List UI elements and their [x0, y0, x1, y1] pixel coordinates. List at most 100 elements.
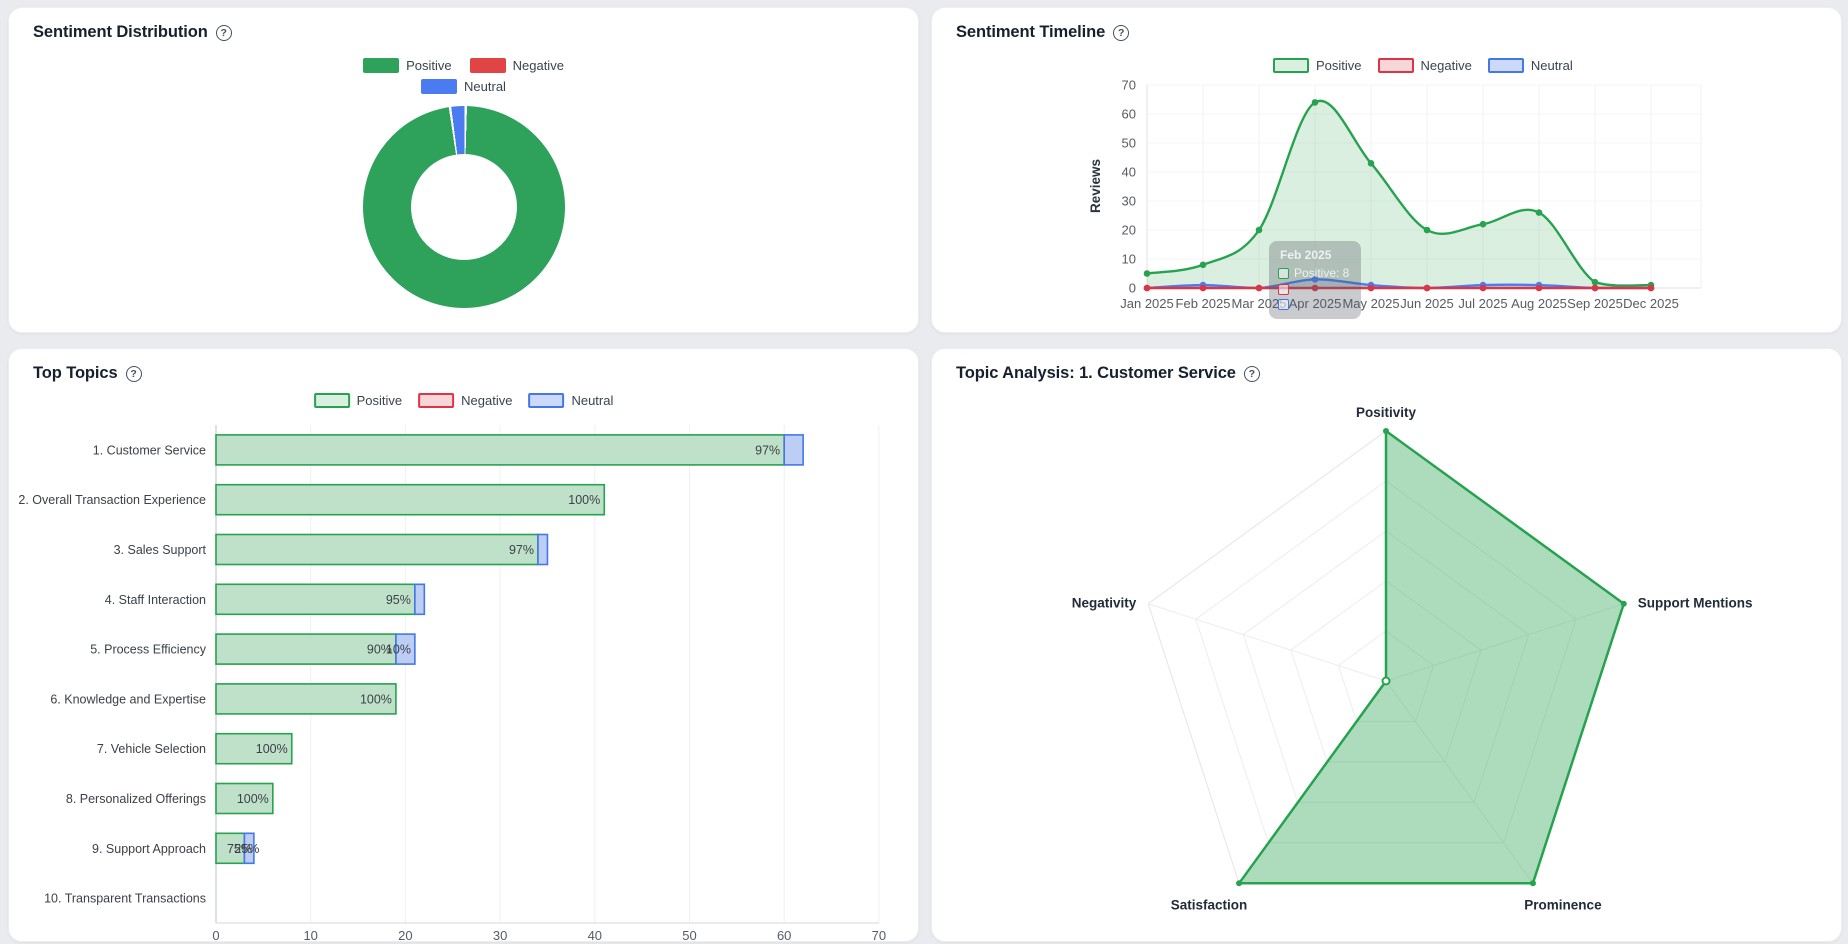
positive-swatch [363, 58, 400, 73]
x-tick-label: 40 [588, 928, 602, 941]
negative-point[interactable] [1311, 284, 1319, 292]
legend-item-neutral[interactable]: Neutral [1487, 58, 1573, 73]
legend-label: Negative [1420, 58, 1472, 73]
positive-bar[interactable] [215, 533, 539, 566]
help-icon[interactable]: ? [1113, 25, 1130, 41]
top-topics-chart[interactable]: 0 10 20 30 40 50 60 70 1. Customer Service 97% 2. … [9, 349, 918, 941]
radar-axis-label: Prominence [1524, 897, 1602, 912]
y-tick-label: 40 [1122, 165, 1136, 180]
x-tick-label: Apr 2025 [1289, 296, 1342, 311]
radar-point[interactable] [1236, 880, 1243, 887]
positive-point[interactable] [1479, 220, 1487, 228]
category-label: 6. Knowledge and Expertise [50, 692, 206, 706]
positive-bar[interactable] [215, 633, 397, 665]
positive-bar-label: 100% [568, 493, 600, 507]
positive-bar[interactable] [215, 732, 293, 765]
positive-bar-label: 90% [367, 643, 392, 657]
legend-label: Positive [1316, 58, 1362, 73]
topic-analysis-card: Topic Analysis: 1. Customer Service ? Po… [931, 348, 1842, 942]
x-tick-label: 50 [682, 928, 696, 941]
tooltip-title: Feb 2025 [1280, 248, 1332, 262]
legend-item-neutral[interactable]: Neutral [528, 393, 613, 408]
negative-swatch [418, 393, 455, 408]
positive-bar[interactable] [215, 683, 397, 715]
category-label: 9. Support Approach [92, 842, 206, 856]
positive-point[interactable] [1591, 278, 1599, 286]
y-tick-label: 20 [1122, 223, 1136, 238]
neutral-bar[interactable] [243, 832, 255, 865]
radar-point[interactable] [1529, 880, 1536, 887]
neutral-bar-label: 25% [234, 842, 259, 856]
neutral-swatch [1487, 58, 1524, 73]
positive-point[interactable] [1311, 99, 1319, 106]
positive-bar[interactable] [215, 483, 606, 516]
neutral-bar[interactable] [414, 583, 426, 616]
negative-point[interactable] [1255, 284, 1263, 292]
help-icon[interactable]: ? [125, 366, 142, 382]
tooltip-row: Positive: 8 [1278, 266, 1352, 280]
radar-point[interactable] [1381, 676, 1391, 686]
y-tick-label: 0 [1129, 281, 1136, 296]
radar-spoke [1385, 603, 1624, 682]
legend-item-positive[interactable]: Positive [313, 393, 402, 408]
positive-point[interactable] [1255, 226, 1263, 234]
help-icon[interactable]: ? [215, 25, 232, 41]
donut-hole [411, 154, 517, 260]
negative-point[interactable] [1535, 284, 1543, 292]
negative-point[interactable] [1591, 284, 1599, 292]
positive-point[interactable] [1535, 209, 1543, 216]
neutral-swatch [421, 79, 458, 94]
negative-point[interactable] [1479, 284, 1487, 292]
legend-item-negative[interactable]: Negative [469, 58, 564, 73]
category-label: 2. Overall Transaction Experience [18, 493, 206, 507]
positive-point[interactable] [1199, 261, 1207, 269]
legend-label: Negative [512, 58, 564, 73]
positive-point[interactable] [1423, 226, 1431, 234]
neutral-point[interactable] [1311, 276, 1319, 283]
legend-row: Neutral [421, 79, 506, 94]
neutral-bar[interactable] [537, 533, 549, 566]
legend-item-positive[interactable]: Positive [1273, 58, 1362, 73]
legend-item-positive[interactable]: Positive [363, 58, 452, 73]
neutral-bar[interactable] [783, 434, 804, 466]
radar-axis-label: Positivity [1356, 405, 1417, 420]
y-tick-label: 30 [1122, 194, 1136, 209]
radar-data-polygon[interactable] [1237, 429, 1626, 885]
sentiment-donut-chart[interactable] [363, 106, 565, 308]
negative-swatch [1377, 58, 1414, 73]
top-topics-title: Top Topics [33, 364, 118, 382]
positive-point[interactable] [1367, 160, 1375, 167]
help-icon[interactable]: ? [1243, 366, 1260, 382]
negative-point[interactable] [1199, 284, 1207, 292]
sentiment-timeline-card: Sentiment Timeline ? Positive Negative N… [931, 7, 1842, 333]
x-tick-label: Feb 2025 [1176, 296, 1231, 311]
negative-point[interactable] [1647, 284, 1655, 292]
radar-point[interactable] [1383, 428, 1389, 434]
positive-bar[interactable] [215, 782, 274, 815]
positive-bar-label: 97% [755, 443, 780, 457]
legend-label: Negative [461, 393, 513, 408]
category-label: 8. Personalized Offerings [66, 792, 206, 806]
x-tick-label: Jul 2025 [1458, 296, 1507, 311]
negative-point[interactable] [1367, 284, 1375, 292]
radar-ring [1195, 480, 1577, 844]
legend-item-neutral[interactable]: Neutral [421, 79, 506, 94]
legend-item-negative[interactable]: Negative [418, 393, 512, 408]
radar-ring [1290, 580, 1482, 763]
chart-tooltip: Feb 2025 Positive: 8 [1269, 241, 1361, 319]
neutral-bar-label: 10% [386, 643, 411, 657]
x-tick-label: 60 [777, 928, 791, 941]
positive-bar[interactable] [215, 832, 246, 865]
topic-analysis-radar-chart[interactable]: Positivity Support Mentions Prominence Sati… [932, 349, 1841, 941]
negative-point[interactable] [1423, 284, 1431, 292]
neutral-bar[interactable] [395, 633, 416, 665]
x-tick-label: Dec 2025 [1623, 296, 1679, 311]
negative-point[interactable] [1143, 284, 1151, 292]
positive-bar[interactable] [215, 434, 786, 466]
radar-axis-label: Support Mentions [1638, 596, 1753, 611]
positive-point[interactable] [1143, 270, 1151, 277]
radar-point[interactable] [1620, 600, 1627, 607]
positive-bar[interactable] [215, 583, 416, 616]
legend-item-negative[interactable]: Negative [1377, 58, 1472, 73]
